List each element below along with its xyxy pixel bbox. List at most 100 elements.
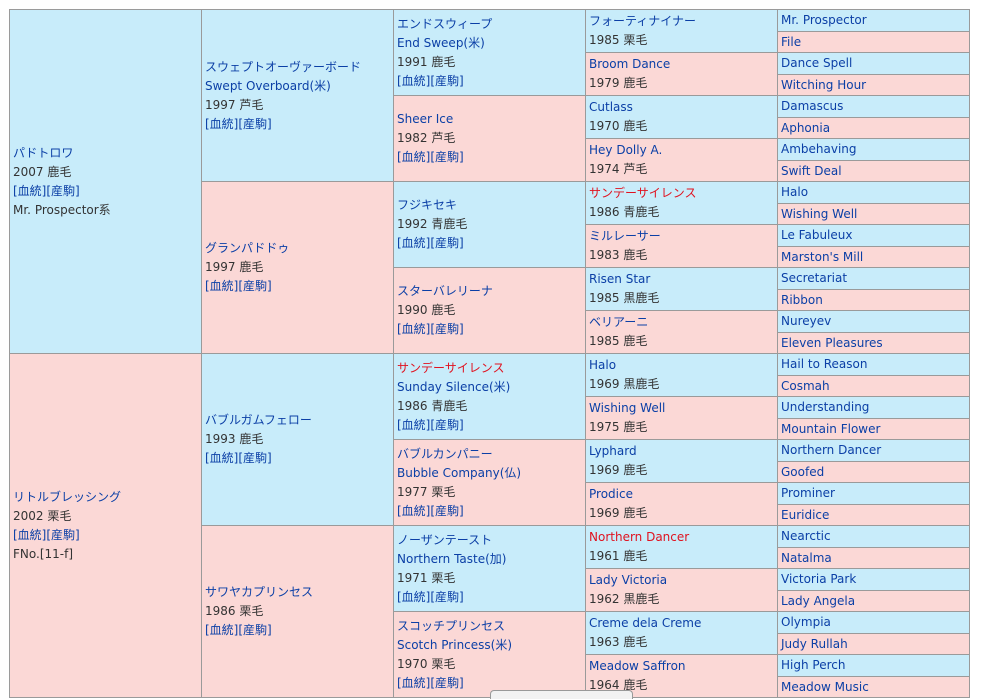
horse-name-link[interactable]: Lyphard xyxy=(589,444,637,458)
horse-name-link[interactable]: ベリアーニ xyxy=(589,315,649,329)
horse-name-link[interactable]: Halo xyxy=(589,358,617,372)
horse-name-link[interactable]: Understanding xyxy=(781,400,870,415)
bloodline-link[interactable]: [血統] xyxy=(205,116,239,131)
horse-name-link[interactable]: エンドスウィープ xyxy=(397,16,493,31)
offspring-link[interactable]: [産駒] xyxy=(238,116,272,131)
horse-name-link[interactable]: スウェプトオーヴァーボード xyxy=(205,59,362,74)
horse-name-link[interactable]: Halo xyxy=(781,185,809,200)
horse-name-link[interactable]: バブルカンパニー xyxy=(397,446,493,461)
horse-name-link[interactable]: ノーザンテースト xyxy=(397,532,493,547)
bloodline-link[interactable]: [血統] xyxy=(13,183,47,198)
horse-name-link[interactable]: Natalma xyxy=(781,550,832,565)
bloodline-link[interactable]: [血統] xyxy=(397,322,431,336)
horse-name-link[interactable]: Mr. Prospector xyxy=(781,13,867,28)
bloodline-link[interactable]: [血統] xyxy=(397,417,431,432)
offspring-link[interactable]: [産駒] xyxy=(430,236,464,250)
horse-info: 1975 鹿毛 xyxy=(589,420,648,434)
horse-name-link[interactable]: Nearctic xyxy=(781,529,831,544)
horse-name-link[interactable]: Risen Star xyxy=(589,272,651,286)
offspring-link[interactable]: [産駒] xyxy=(46,183,80,198)
g5-cell: Nearctic xyxy=(777,525,970,548)
horse-name-link[interactable]: Cutlass xyxy=(589,100,633,114)
horse-name-link[interactable]: サワヤカプリンセス xyxy=(205,585,314,599)
offspring-link[interactable]: [産駒] xyxy=(430,150,464,164)
offspring-link[interactable]: [産駒] xyxy=(430,417,464,432)
bloodline-link[interactable]: [血統] xyxy=(397,503,431,518)
g3-cell: フジキセキ 1992 青鹿毛 [血統][産駒] xyxy=(393,181,586,268)
g5-cell: Lady Angela xyxy=(777,589,970,612)
horse-name-link[interactable]: フジキセキ xyxy=(397,198,458,212)
horse-name-link[interactable]: Nureyev xyxy=(781,314,832,329)
horse-name-link[interactable]: Creme dela Creme xyxy=(589,616,702,630)
horse-name-link[interactable]: スコッチプリンセス xyxy=(397,618,506,633)
horse-name-link[interactable]: Ribbon xyxy=(781,292,823,307)
horse-name-link[interactable]: スターバレリーナ xyxy=(397,284,493,298)
bloodline-link[interactable]: [血統] xyxy=(397,150,431,164)
bloodline-link[interactable]: [血統] xyxy=(205,623,239,637)
offspring-link[interactable]: [産駒] xyxy=(430,322,464,336)
offspring-link[interactable]: [産駒] xyxy=(46,527,80,542)
horse-name-link[interactable]: Witching Hour xyxy=(781,77,867,92)
horse-name-link[interactable]: リトルブレッシング xyxy=(13,489,122,504)
horse-name-link[interactable]: Judy Rullah xyxy=(781,636,848,651)
bottom-button[interactable] xyxy=(490,690,633,699)
horse-name-link[interactable]: Eleven Pleasures xyxy=(781,335,883,350)
horse-name-link[interactable]: Secretariat xyxy=(781,271,848,286)
horse-name-link[interactable]: Prominer xyxy=(781,486,835,501)
horse-name-link[interactable]: Damascus xyxy=(781,99,844,114)
horse-name-link[interactable]: Hail to Reason xyxy=(781,357,868,372)
horse-name-link[interactable]: Broom Dance xyxy=(589,57,671,71)
horse-name-link[interactable]: Northern Dancer xyxy=(589,530,690,544)
horse-name-link[interactable]: サンデーサイレンス xyxy=(589,186,697,200)
horse-name-link[interactable]: Olympia xyxy=(781,615,831,630)
horse-name-link[interactable]: Northern Dancer xyxy=(781,443,882,458)
horse-name-link[interactable]: Goofed xyxy=(781,464,825,479)
horse-name-link[interactable]: Hey Dolly A. xyxy=(589,143,663,157)
horse-name-link[interactable]: Swift Deal xyxy=(781,163,842,178)
bloodline-link[interactable]: [血統] xyxy=(205,451,239,465)
bloodline-link[interactable]: [血統] xyxy=(397,589,431,604)
bloodline-link[interactable]: [血統] xyxy=(397,236,431,250)
horse-name-link[interactable]: Sheer Ice xyxy=(397,112,454,126)
horse-name-link[interactable]: Wishing Well xyxy=(589,401,666,415)
offspring-link[interactable]: [産駒] xyxy=(430,503,464,518)
g2-cell: サワヤカプリンセス 1986 栗毛 [血統][産駒] xyxy=(201,525,394,698)
horse-name-link[interactable]: Lady Angela xyxy=(781,593,856,608)
offspring-link[interactable]: [産駒] xyxy=(430,73,464,88)
bloodline-link[interactable]: [血統] xyxy=(397,73,431,88)
horse-name-link[interactable]: バブルガムフェロー xyxy=(205,413,312,427)
horse-name-link[interactable]: Dance Spell xyxy=(781,56,853,71)
horse-name-link[interactable]: Ambehaving xyxy=(781,142,857,157)
g4-cell: フォーティナイナー 1985 栗毛 xyxy=(585,9,778,53)
offspring-link[interactable]: [産駒] xyxy=(238,279,272,293)
horse-name-link[interactable]: Victoria Park xyxy=(781,572,857,587)
horse-name-link[interactable]: ミルレーサー xyxy=(589,229,661,243)
offspring-link[interactable]: [産駒] xyxy=(238,451,272,465)
horse-name-link[interactable]: フォーティナイナー xyxy=(589,14,697,28)
horse-name-link[interactable]: Prodice xyxy=(589,487,633,501)
horse-name-link[interactable]: Mountain Flower xyxy=(781,421,881,436)
horse-name-link[interactable]: Euridice xyxy=(781,507,830,522)
horse-name-link[interactable]: Lady Victoria xyxy=(589,573,668,587)
bloodline-link[interactable]: [血統] xyxy=(13,527,47,542)
horse-name-link[interactable]: パドトロワ xyxy=(13,145,74,160)
horse-name-link[interactable]: グランパドドゥ xyxy=(205,241,290,255)
offspring-link[interactable]: [産駒] xyxy=(430,675,464,690)
horse-english-name: Bubble Company(仏) xyxy=(397,465,522,480)
horse-name-link[interactable]: サンデーサイレンス xyxy=(397,360,505,375)
horse-name-link[interactable]: Marston's Mill xyxy=(781,249,864,264)
horse-name-link[interactable]: Cosmah xyxy=(781,378,830,393)
horse-name-link[interactable]: Le Fabuleux xyxy=(781,228,853,243)
horse-info: 1991 鹿毛 xyxy=(397,54,456,69)
horse-name-link[interactable]: File xyxy=(781,34,802,49)
horse-name-link[interactable]: Aphonia xyxy=(781,120,831,135)
g5-cell: Natalma xyxy=(777,546,970,569)
offspring-link[interactable]: [産駒] xyxy=(430,589,464,604)
horse-name-link[interactable]: Wishing Well xyxy=(781,206,858,221)
horse-name-link[interactable]: Meadow Music xyxy=(781,679,869,694)
horse-name-link[interactable]: High Perch xyxy=(781,658,846,673)
bloodline-link[interactable]: [血統] xyxy=(205,279,239,293)
bloodline-link[interactable]: [血統] xyxy=(397,675,431,690)
offspring-link[interactable]: [産駒] xyxy=(238,623,272,637)
horse-name-link[interactable]: Meadow Saffron xyxy=(589,659,686,673)
